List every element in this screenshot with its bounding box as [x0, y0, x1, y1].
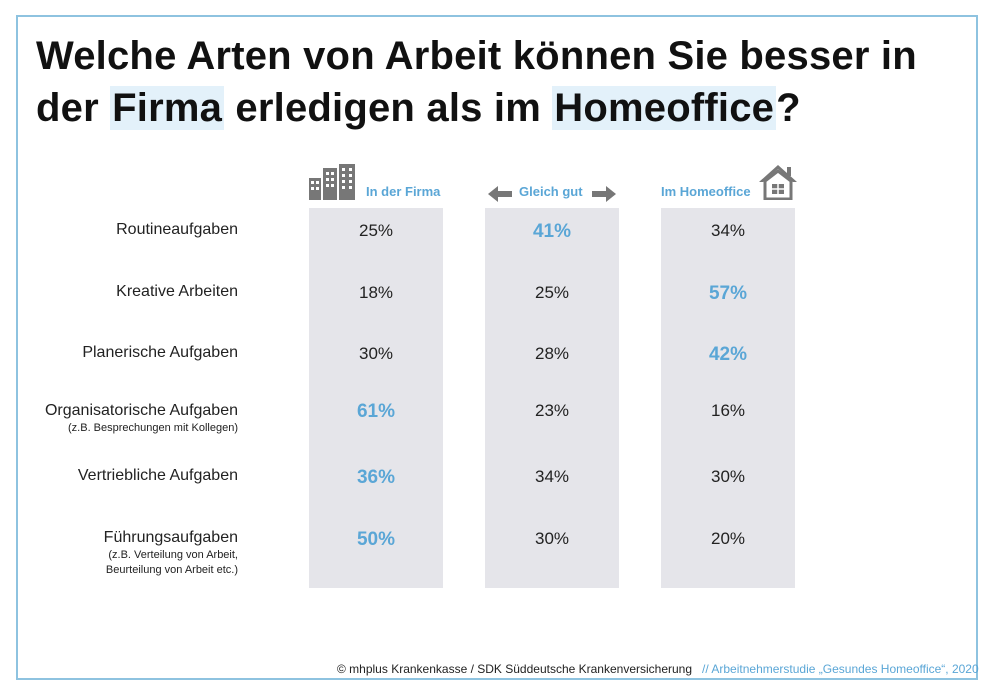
footer-study: // Arbeitnehmerstudie „Gesundes Homeoffi…: [702, 662, 979, 676]
row-label-routine: Routineaufgaben: [116, 221, 238, 238]
title-highlight-firma: Firma: [110, 86, 225, 130]
value-cell-gleich-row4: 23%: [534, 401, 570, 420]
value-cell-gleich-row3: 28%: [534, 344, 570, 363]
value-cell-gleich-row2: 25%: [534, 283, 570, 302]
title-text-2: erledigen als im: [224, 86, 553, 130]
column-bg-gleich: [485, 208, 619, 588]
row-label-vertrieb: Vertriebliche Aufgaben: [77, 467, 238, 484]
value-cell-firma-row3: 30%: [358, 344, 394, 363]
frame: [16, 15, 978, 680]
value-cell-homeoffice-row3: 42%: [708, 344, 748, 365]
column-bg-firma: [309, 208, 443, 588]
value-cell-gleich-row6: 30%: [534, 529, 570, 548]
row-label-planerisch: Planerische Aufgaben: [82, 344, 238, 361]
page-title: Welche Arten von Arbeit können Sie besse…: [36, 30, 966, 134]
value-cell-gleich-row5: 34%: [534, 467, 570, 486]
arrow-left-icon: [488, 186, 512, 202]
column-header-homeoffice: Im Homeoffice: [661, 184, 751, 199]
value-cell-firma-row4: 61%: [356, 401, 396, 422]
value-cell-firma-row5: 36%: [356, 467, 396, 488]
row-label-kreativ: Kreative Arbeiten: [116, 283, 238, 300]
house-icon: [758, 164, 798, 200]
value-cell-gleich-row1: 41%: [532, 221, 572, 242]
footer: © mhplus Krankenkasse / SDK Süddeutsche …: [337, 662, 979, 676]
row-sub-fuehrung: (z.B. Verteilung von Arbeit, Beurteilung…: [105, 549, 238, 576]
value-cell-homeoffice-row1: 34%: [710, 221, 746, 240]
value-cell-firma-row2: 18%: [358, 283, 394, 302]
footer-copyright: © mhplus Krankenkasse / SDK Süddeutsche …: [337, 662, 693, 676]
value-cell-homeoffice-row2: 57%: [708, 283, 748, 304]
column-header-firma: In der Firma: [366, 184, 441, 199]
row-label-fuehrung: Führungsaufgaben: [103, 529, 238, 546]
row-label-organisatorisch: Organisatorische Aufgaben: [44, 402, 238, 419]
column-header-gleich: Gleich gut: [519, 184, 583, 199]
value-cell-firma-row6: 50%: [356, 529, 396, 550]
row-sub-organisatorisch: (z.B. Besprechungen mit Kollegen): [68, 422, 238, 434]
title-text-1: Welche Arten von Arbeit können Sie besse…: [36, 34, 917, 130]
title-text-3: ?: [776, 86, 801, 130]
value-cell-homeoffice-row5: 30%: [710, 467, 746, 486]
buildings-icon: [309, 164, 357, 200]
value-cell-homeoffice-row6: 20%: [710, 529, 746, 548]
value-cell-firma-row1: 25%: [358, 221, 394, 240]
value-cell-homeoffice-row4: 16%: [710, 401, 746, 420]
arrow-right-icon: [592, 186, 616, 202]
title-highlight-homeoffice: Homeoffice: [552, 86, 777, 130]
column-bg-homeoffice: [661, 208, 795, 588]
